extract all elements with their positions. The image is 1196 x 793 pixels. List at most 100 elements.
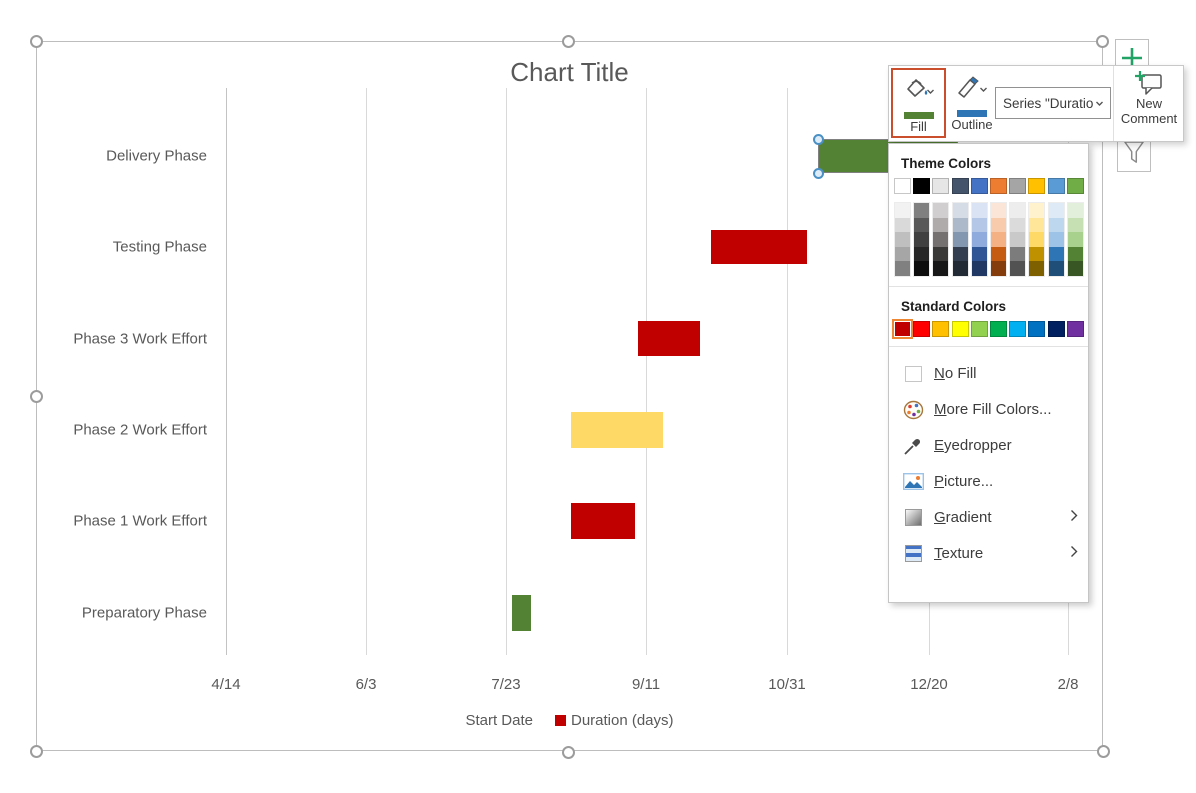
resize-handle-left-middle[interactable] (30, 390, 43, 403)
menu-item-texture[interactable]: Texture (889, 536, 1088, 572)
theme-variant-swatch-0-0[interactable] (895, 203, 910, 218)
theme-variant-swatch-6-4[interactable] (1010, 261, 1026, 276)
chart-title[interactable]: Chart Title (510, 57, 629, 87)
theme-variant-swatch-9-0[interactable] (1067, 203, 1083, 218)
theme-variant-swatch-3-1[interactable] (952, 217, 968, 233)
theme-variant-swatch-4-1[interactable] (971, 217, 987, 233)
theme-variant-swatch-8-4[interactable] (1048, 261, 1064, 276)
theme-variant-swatch-7-2[interactable] (1029, 232, 1045, 247)
theme-color-swatch-1[interactable] (913, 178, 931, 194)
standard-color-swatch-4[interactable] (970, 320, 988, 337)
chart-legend[interactable]: Start Date Duration (days) (36, 712, 1103, 729)
theme-variant-swatch-8-1[interactable] (1048, 217, 1064, 233)
theme-variant-swatch-1-3[interactable] (914, 246, 930, 262)
fill-button[interactable]: Fill (891, 68, 946, 138)
theme-variant-swatch-9-4[interactable] (1067, 261, 1083, 276)
theme-variant-swatch-3-2[interactable] (952, 232, 968, 247)
menu-item-picture[interactable]: Picture... (889, 464, 1088, 500)
standard-color-swatch-6[interactable] (1009, 320, 1027, 337)
category-label-phase-2-work-effort[interactable]: Phase 2 Work Effort (73, 421, 207, 439)
theme-variant-swatch-6-1[interactable] (1010, 217, 1026, 233)
theme-variant-swatch-1-1[interactable] (914, 217, 930, 233)
theme-variant-swatch-9-3[interactable] (1067, 246, 1083, 262)
theme-variant-swatch-1-2[interactable] (914, 232, 930, 247)
theme-color-swatch-6[interactable] (1009, 178, 1027, 194)
x-axis-tick-label[interactable]: 10/31 (768, 676, 806, 693)
gantt-bar-testing-phase[interactable] (711, 230, 807, 264)
x-axis-tick-label[interactable]: 9/11 (631, 676, 661, 693)
data-point-handle-top[interactable] (813, 134, 824, 145)
theme-variant-swatch-5-3[interactable] (990, 246, 1006, 262)
theme-variant-swatch-2-0[interactable] (933, 203, 949, 218)
legend-entry-duration-days[interactable]: Duration (days) (554, 712, 674, 729)
gantt-bar-phase-3-work-effort[interactable] (638, 321, 700, 356)
theme-variant-swatch-7-1[interactable] (1029, 217, 1045, 233)
category-label-preparatory-phase[interactable]: Preparatory Phase (81, 604, 207, 622)
theme-variant-swatch-2-4[interactable] (933, 261, 949, 276)
resize-handle-bottom-left[interactable] (30, 745, 43, 758)
x-axis-tick-label[interactable]: 7/23 (491, 676, 521, 693)
standard-color-swatch-0[interactable] (892, 318, 913, 339)
theme-variant-swatch-5-2[interactable] (990, 232, 1006, 247)
category-label-phase-3-work-effort[interactable]: Phase 3 Work Effort (73, 330, 207, 348)
theme-variant-swatch-2-1[interactable] (933, 217, 949, 233)
category-label-phase-1-work-effort[interactable]: Phase 1 Work Effort (73, 512, 207, 530)
theme-variant-swatch-6-2[interactable] (1010, 232, 1026, 247)
theme-variant-swatch-5-1[interactable] (990, 217, 1006, 233)
theme-variant-swatch-4-4[interactable] (971, 261, 987, 276)
theme-variant-swatch-7-3[interactable] (1029, 246, 1045, 262)
standard-color-swatch-7[interactable] (1028, 320, 1046, 337)
category-label-testing-phase[interactable]: Testing Phase (112, 238, 207, 256)
theme-variant-swatch-0-3[interactable] (895, 246, 910, 262)
theme-color-swatch-8[interactable] (1047, 178, 1065, 194)
resize-handle-bottom-middle[interactable] (562, 746, 575, 759)
standard-color-swatch-9[interactable] (1066, 320, 1084, 337)
menu-item-no-fill[interactable]: No Fill (889, 356, 1088, 392)
standard-color-swatch-1[interactable] (913, 320, 931, 337)
theme-variant-swatch-0-4[interactable] (895, 261, 910, 276)
x-axis-tick-label[interactable]: 6/3 (355, 676, 377, 693)
theme-variant-swatch-9-2[interactable] (1067, 232, 1083, 247)
gantt-bar-preparatory-phase[interactable] (512, 595, 531, 631)
theme-variant-swatch-6-0[interactable] (1010, 203, 1026, 218)
standard-color-swatch-3[interactable] (951, 320, 969, 337)
theme-variant-swatch-3-4[interactable] (952, 261, 968, 276)
theme-variant-swatch-2-3[interactable] (933, 246, 949, 262)
theme-variant-swatch-1-4[interactable] (914, 261, 930, 276)
theme-variant-swatch-9-1[interactable] (1067, 217, 1083, 233)
theme-variant-swatch-4-0[interactable] (971, 203, 987, 218)
theme-variant-swatch-1-0[interactable] (914, 203, 930, 218)
theme-variant-swatch-6-3[interactable] (1010, 246, 1026, 262)
theme-variant-swatch-4-3[interactable] (971, 246, 987, 262)
resize-handle-bottom-right[interactable] (1097, 745, 1110, 758)
theme-color-swatch-5[interactable] (989, 178, 1007, 194)
theme-variant-swatch-7-4[interactable] (1029, 261, 1045, 276)
category-label-delivery-phase[interactable]: Delivery Phase (106, 147, 207, 165)
resize-handle-top-left[interactable] (30, 35, 43, 48)
theme-variant-swatch-3-3[interactable] (952, 246, 968, 262)
chart-element-selector-dropdown[interactable]: Series "Duratio (995, 87, 1111, 119)
menu-item-eyedropper[interactable]: Eyedropper (889, 428, 1088, 464)
theme-variant-swatch-5-4[interactable] (990, 261, 1006, 276)
theme-color-swatch-9[interactable] (1066, 178, 1084, 194)
theme-color-swatch-0[interactable] (894, 178, 911, 194)
theme-variant-swatch-8-0[interactable] (1048, 203, 1064, 218)
theme-variant-swatch-4-2[interactable] (971, 232, 987, 247)
x-axis-tick-label[interactable]: 12/20 (910, 676, 948, 693)
x-axis-tick-label[interactable]: 4/14 (211, 676, 241, 693)
theme-variant-swatch-2-2[interactable] (933, 232, 949, 247)
theme-color-swatch-4[interactable] (970, 178, 988, 194)
gantt-bar-phase-1-work-effort[interactable] (571, 503, 635, 539)
resize-handle-top-right[interactable] (1096, 35, 1109, 48)
theme-variant-swatch-7-0[interactable] (1029, 203, 1045, 218)
gantt-bar-phase-2-work-effort[interactable] (571, 412, 663, 448)
standard-color-swatch-2[interactable] (932, 320, 950, 337)
menu-item-more-fill-colors[interactable]: More Fill Colors... (889, 392, 1088, 428)
theme-color-swatch-2[interactable] (932, 178, 950, 194)
resize-handle-top-middle[interactable] (562, 35, 575, 48)
outline-button[interactable]: Outline (949, 68, 995, 138)
menu-item-gradient[interactable]: Gradient (889, 500, 1088, 536)
theme-variant-swatch-0-2[interactable] (895, 232, 910, 247)
new-comment-button[interactable]: New Comment (1117, 70, 1181, 138)
legend-entry-start-date[interactable]: Start Date (465, 712, 533, 729)
